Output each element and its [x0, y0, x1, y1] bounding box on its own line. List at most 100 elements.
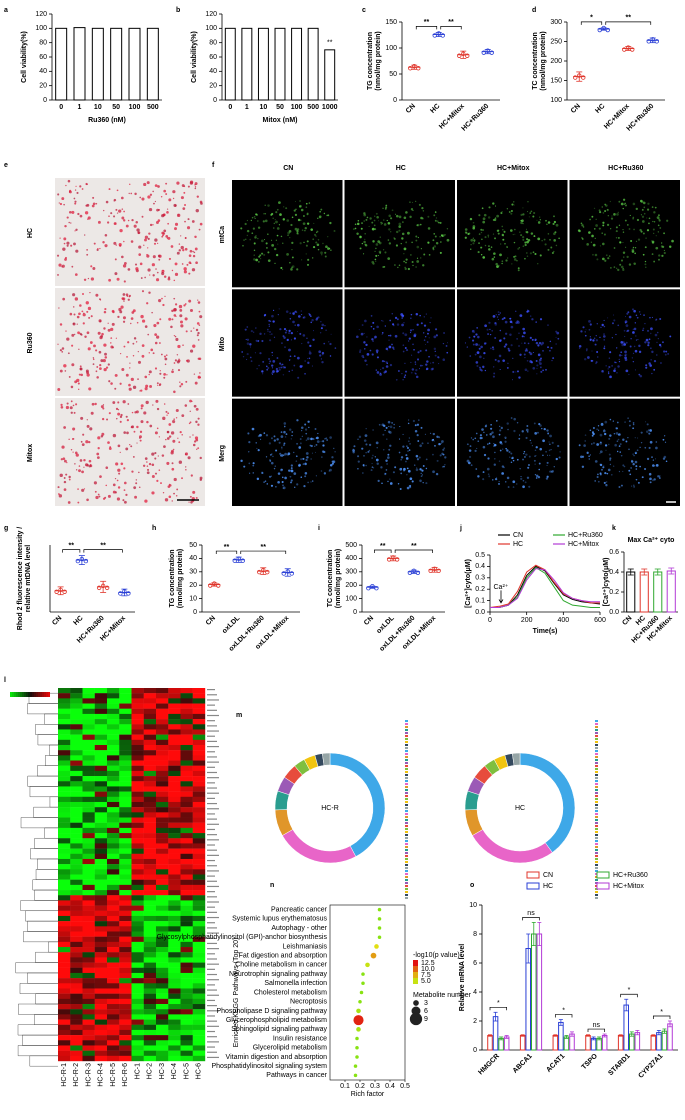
heatmap-cell: [143, 719, 157, 725]
dot: [601, 25, 606, 31]
signal-dot: [321, 456, 323, 458]
heatmap-cell: [82, 843, 95, 849]
row-label-mark: [207, 818, 217, 820]
signal-dot: [361, 222, 364, 225]
signal-dot: [624, 204, 628, 207]
row-label-mark: [207, 927, 217, 929]
stain-dot: [170, 451, 174, 455]
signal-dot: [366, 352, 370, 356]
signal-dot: [533, 422, 536, 425]
heatmap-cell: [192, 1019, 206, 1025]
heatmap-cell: [94, 838, 108, 844]
stain-dot: [115, 462, 119, 466]
heatmap-cell: [94, 936, 108, 943]
signal-dot: [246, 342, 250, 345]
heatmap-cell: [82, 993, 95, 1000]
signal-dot: [308, 357, 311, 360]
stain-dot: [83, 488, 86, 490]
signal-dot: [242, 355, 245, 358]
stain-dot: [185, 330, 188, 333]
signal-dot: [545, 451, 547, 453]
signal-dot: [624, 219, 627, 222]
signal-dot: [605, 484, 608, 487]
stain-dot: [72, 306, 75, 308]
heatmap-cell: [107, 827, 120, 834]
signal-dot: [513, 228, 516, 231]
signal-dot: [622, 207, 624, 210]
signal-dot: [282, 487, 284, 489]
signal-dot: [588, 319, 591, 323]
signal-dot: [305, 458, 308, 462]
heatmap-cell: [192, 1014, 206, 1020]
signal-dot: [362, 464, 365, 467]
legend-swatch: [595, 891, 598, 893]
signal-dot: [263, 481, 266, 484]
heatmap-cell: [168, 1050, 181, 1057]
signal-dot: [607, 372, 610, 375]
signal-dot: [372, 340, 374, 342]
signal-dot: [653, 368, 656, 371]
colorbar-cell: [413, 960, 418, 966]
stain-dot: [76, 315, 80, 319]
signal-dot: [285, 433, 288, 435]
signal-dot: [308, 312, 310, 315]
row-label-mark: [207, 704, 215, 706]
legend-swatch: [405, 771, 408, 773]
signal-dot: [409, 329, 413, 332]
stain-dot: [78, 373, 81, 376]
heatmap-cell: [58, 760, 71, 766]
pie-label: HC-R: [321, 805, 339, 812]
signal-dot: [356, 232, 359, 235]
signal-dot: [518, 434, 521, 436]
signal-dot: [301, 430, 303, 432]
heatmap-cell: [119, 786, 132, 792]
signal-dot: [407, 440, 410, 443]
heatmap-cell: [180, 822, 193, 829]
stain-dot: [127, 341, 130, 344]
signal-dot: [357, 460, 360, 463]
signal-dot: [407, 231, 410, 235]
signal-dot: [628, 315, 632, 319]
signal-dot: [257, 449, 260, 452]
signal-dot: [664, 441, 667, 443]
heatmap-cell: [192, 1004, 206, 1010]
panel-label: n: [270, 882, 274, 889]
stain-dot: [167, 412, 170, 415]
stain-dot: [133, 486, 137, 490]
stain-dot: [62, 297, 66, 301]
heatmap-cell: [131, 1055, 144, 1062]
signal-dot: [394, 264, 396, 266]
heatmap-cell: [119, 776, 132, 782]
heatmap-cell: [180, 988, 193, 994]
heatmap-cell: [131, 1035, 144, 1041]
significance-bracket: [605, 21, 652, 25]
heatmap-cell: [70, 807, 83, 813]
signal-dot: [304, 360, 307, 362]
signal-dot: [535, 359, 538, 362]
signal-dot: [581, 224, 584, 227]
signal-dot: [469, 217, 473, 221]
stain-dot: [77, 382, 80, 385]
row-label-mark: [207, 699, 219, 701]
heatmap-cell: [70, 1014, 83, 1020]
heatmap-cell: [70, 858, 83, 865]
heatmap-cell: [192, 993, 206, 1000]
signal-dot: [646, 457, 650, 461]
signal-dot: [647, 341, 650, 344]
signal-dot: [411, 260, 414, 263]
signal-dot: [591, 350, 593, 352]
signal-dot: [516, 260, 518, 262]
heatmap-cell: [70, 1024, 83, 1031]
stain-dot: [107, 322, 109, 324]
heatmap-cell: [131, 864, 144, 870]
signal-dot: [637, 339, 639, 341]
y-axis-label: relative mtDNA level: [25, 545, 32, 612]
heatmap-cell: [168, 1009, 181, 1015]
signal-dot: [407, 267, 411, 271]
signal-dot: [286, 338, 289, 342]
stain-dot: [156, 407, 160, 411]
signal-dot: [289, 428, 292, 431]
heatmap-cell: [119, 1004, 132, 1010]
micrograph: [55, 398, 205, 506]
signal-dot: [397, 370, 400, 373]
